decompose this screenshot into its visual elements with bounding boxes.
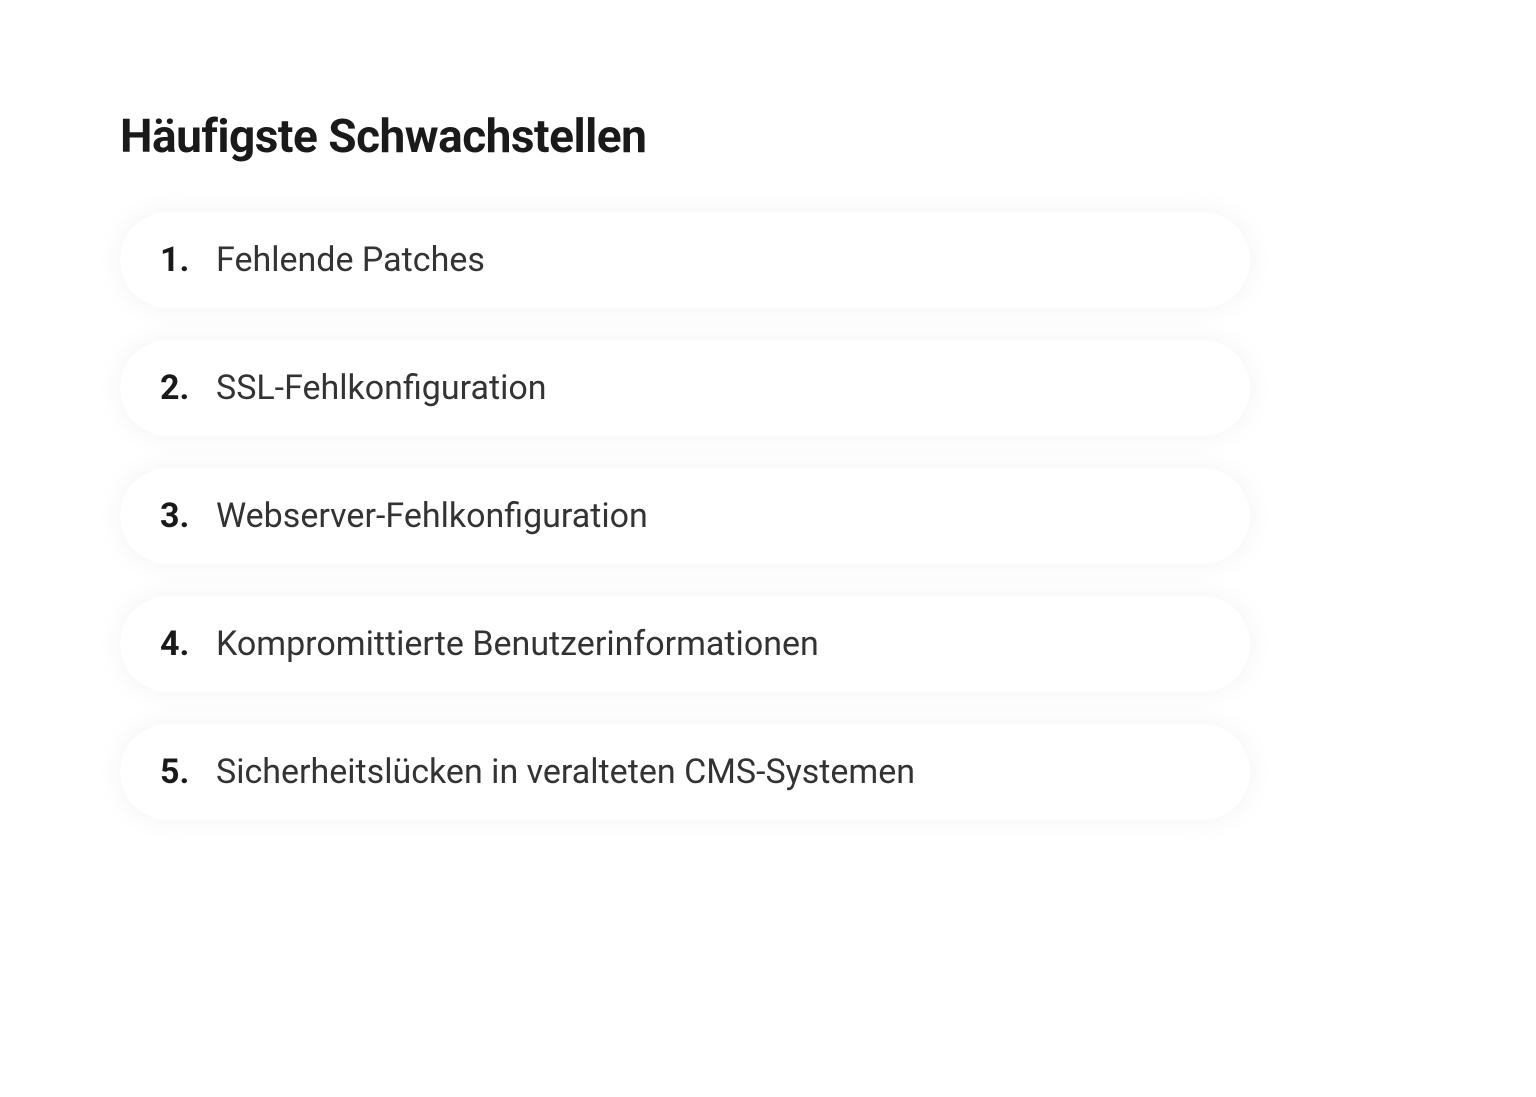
item-label: Kompromittierte Benutzerinformationen [216, 624, 819, 664]
panel-heading: Häufigste Schwachstellen [120, 110, 1250, 164]
list-item: 1. Fehlende Patches [120, 212, 1250, 308]
vulnerabilities-panel: Häufigste Schwachstellen 1. Fehlende Pat… [120, 110, 1250, 820]
item-number: 1. [160, 240, 194, 280]
item-number: 4. [160, 624, 194, 664]
item-label: Webserver-Fehlkonfiguration [216, 496, 648, 536]
list-item: 3. Webserver-Fehlkonfiguration [120, 468, 1250, 564]
item-label: Fehlende Patches [216, 240, 485, 280]
item-number: 2. [160, 368, 194, 408]
vulnerabilities-list: 1. Fehlende Patches 2. SSL-Fehlkonfigura… [120, 212, 1250, 820]
item-number: 3. [160, 496, 194, 536]
item-number: 5. [160, 752, 194, 792]
list-item: 2. SSL-Fehlkonfiguration [120, 340, 1250, 436]
item-label: SSL-Fehlkonfiguration [216, 368, 547, 408]
list-item: 5. Sicherheitslücken in veralteten CMS-S… [120, 724, 1250, 820]
list-item: 4. Kompromittierte Benutzerinformationen [120, 596, 1250, 692]
item-label: Sicherheitslücken in veralteten CMS-Syst… [216, 752, 915, 792]
